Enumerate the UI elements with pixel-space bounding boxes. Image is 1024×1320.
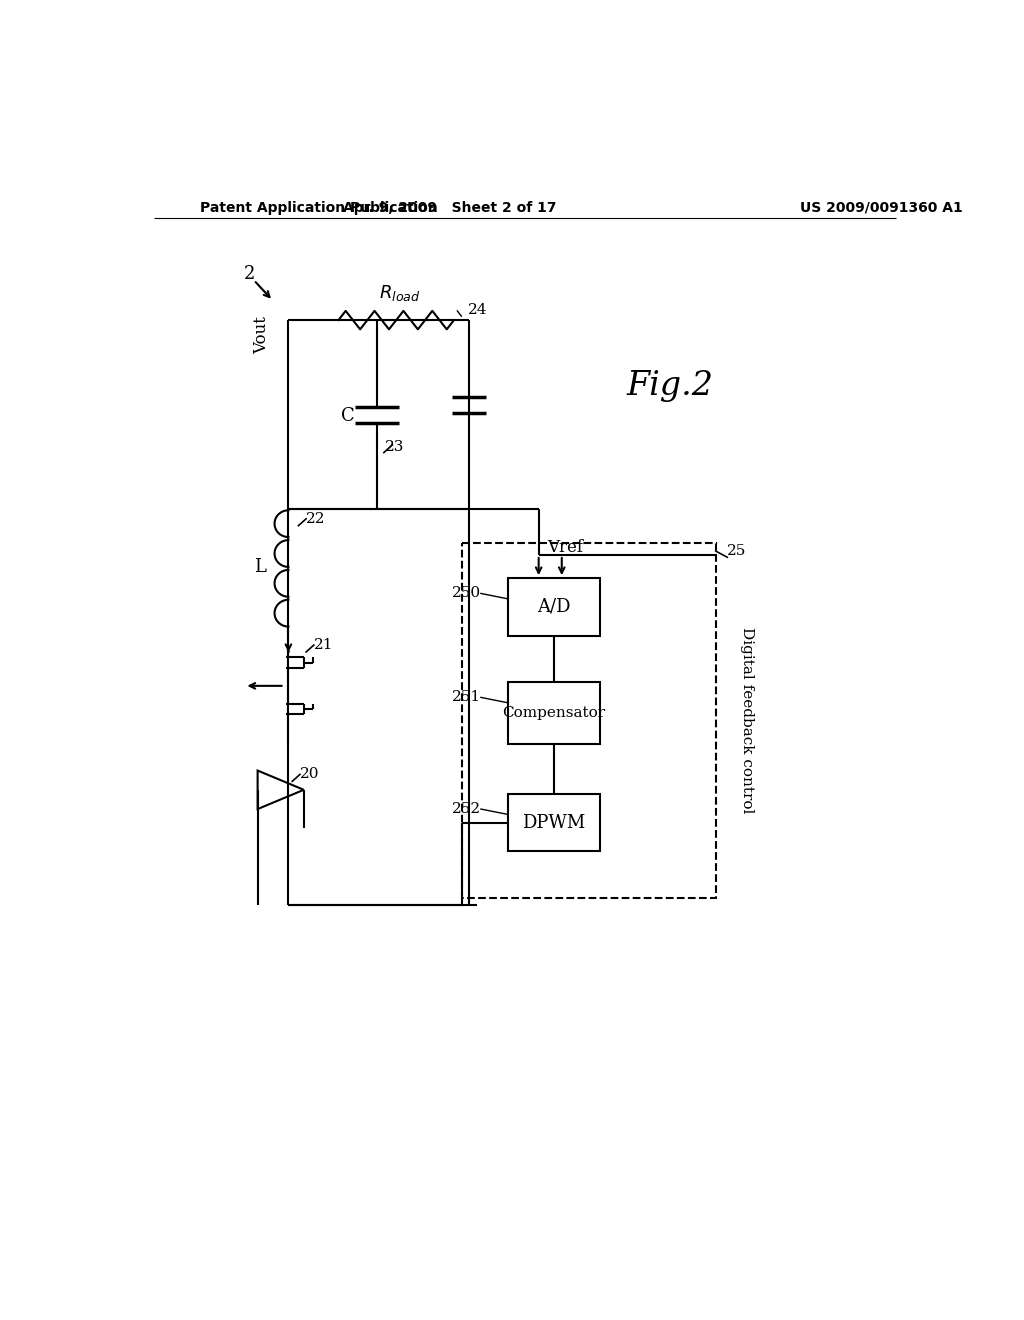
Bar	[462, 544, 716, 898]
Text: US 2009/0091360 A1: US 2009/0091360 A1	[801, 201, 964, 215]
Text: Fig.2: Fig.2	[626, 370, 713, 401]
Bar	[508, 682, 600, 743]
Text: 250: 250	[452, 586, 481, 601]
Text: L: L	[254, 557, 266, 576]
Text: Vout: Vout	[253, 317, 270, 355]
Text: Apr. 9, 2009   Sheet 2 of 17: Apr. 9, 2009 Sheet 2 of 17	[343, 201, 557, 215]
Text: 252: 252	[452, 803, 481, 816]
Text: 22: 22	[306, 512, 326, 525]
Text: 24: 24	[468, 304, 487, 317]
Text: 23: 23	[385, 440, 404, 454]
Text: A/D: A/D	[538, 598, 570, 616]
Text: C: C	[341, 408, 354, 425]
Bar	[508, 578, 600, 636]
Text: Vref: Vref	[548, 539, 584, 556]
Text: 20: 20	[300, 767, 319, 781]
Text: $R_{load}$: $R_{load}$	[379, 284, 421, 304]
Text: 2: 2	[244, 265, 256, 282]
Text: Patent Application Publication: Patent Application Publication	[200, 201, 437, 215]
Text: 21: 21	[313, 638, 334, 652]
Text: 25: 25	[727, 544, 746, 558]
Text: DPWM: DPWM	[522, 813, 586, 832]
Text: Digital feedback control: Digital feedback control	[739, 627, 754, 813]
Text: Compensator: Compensator	[503, 706, 605, 719]
Text: 251: 251	[452, 690, 481, 705]
Bar	[508, 793, 600, 851]
